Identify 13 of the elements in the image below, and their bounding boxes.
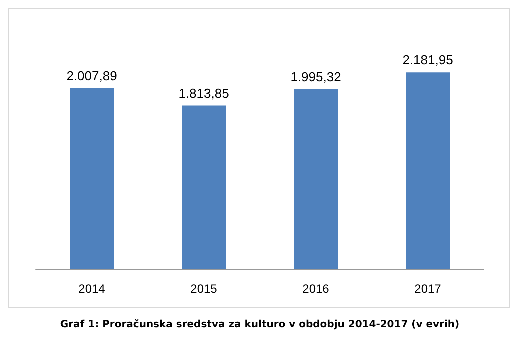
- bar: [294, 89, 338, 269]
- x-tick-label: 2017: [414, 282, 442, 296]
- data-label: 2.181,95: [402, 52, 454, 68]
- x-tick-label: 2014: [78, 282, 106, 296]
- text: Graf 1: Proračunska sredstva za kulturo v obdobju 2014-2017 (v evrih): [60, 320, 460, 330]
- bar: [406, 72, 450, 269]
- data-label: 2.007,89: [66, 68, 118, 84]
- x-tick-label: 2016: [302, 282, 330, 296]
- data-label: 1.995,32: [290, 69, 342, 84]
- bar: [70, 88, 114, 269]
- bar: [182, 106, 226, 269]
- data-label: 1.813,85: [178, 86, 230, 101]
- x-tick-label: 2015: [190, 282, 218, 296]
